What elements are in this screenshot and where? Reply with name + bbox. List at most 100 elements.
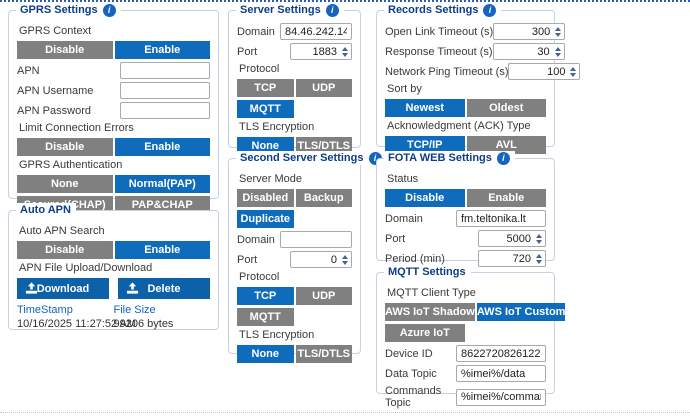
timestamp-label: TimeStamp [17,304,73,316]
second-protocol-label: Protocol [239,271,280,283]
commands-topic-input[interactable] [456,388,546,406]
ack-type-label: Acknowledgment (ACK) Type [387,120,531,132]
second-protocol-mqtt-button[interactable]: MQTT [237,308,294,326]
top-dotted-divider [0,0,690,2]
server-port-label: Port [237,45,258,58]
limit-connection-errors-toggle: Disable Enable [17,138,210,156]
server-mode-disabled-button[interactable]: Disabled [237,189,294,207]
bottom-dotted-divider [0,412,690,413]
second-port-label: Port [237,253,258,266]
network-ping-timeout-spinner[interactable]: 100 [508,63,581,80]
limit-connection-errors-label: Limit Connection Errors [19,122,134,134]
mqtt-client-row1: AWS IoT Shadow AWS IoT Custom [385,303,566,321]
second-tls-dtls-button[interactable]: TLS/DTLS [295,345,352,363]
sort-newest-button[interactable]: Newest [385,99,465,117]
apn-password-label: APN Password [17,104,91,117]
panel-fota-web-settings: FOTA WEB Settings i Status Disable Enabl… [376,151,555,267]
server-tls-dtls-button[interactable]: TLS/DTLS [295,137,352,155]
spinner-arrows-icon[interactable] [554,46,561,57]
fota-enable-button[interactable]: Enable [466,189,546,207]
server-tls-none-button[interactable]: None [237,137,294,155]
fota-port-value: 5000 [506,232,531,245]
sort-by-label: Sort by [387,83,422,95]
open-link-timeout-spinner[interactable]: 300 [493,23,566,40]
fota-port-spinner[interactable]: 5000 [478,230,546,247]
sort-oldest-button[interactable]: Oldest [466,99,546,117]
auth-normal-pap-button[interactable]: Normal(PAP) [114,175,210,193]
apn-username-input[interactable] [120,82,210,99]
spinner-arrows-icon[interactable] [536,253,542,264]
spinner-arrows-icon[interactable] [342,254,348,265]
download-button[interactable]: Download [17,278,109,299]
fota-port-label: Port [385,232,406,245]
fota-period-label: Period (min) [385,252,445,265]
open-link-timeout-label: Open Link Timeout (s) [385,25,494,38]
ack-avl-button[interactable]: AVL [466,136,546,154]
second-domain-input[interactable] [280,231,352,248]
server-protocol-row1: TCP UDP [237,79,352,97]
fota-domain-label: Domain [385,212,423,225]
auth-pap-chap-button[interactable]: PAP&CHAP [114,196,210,214]
fota-status-toggle: Disable Enable [385,189,546,207]
second-protocol-udp-button[interactable]: UDP [295,287,352,305]
device-id-input[interactable] [456,345,546,362]
second-tls-none-button[interactable]: None [237,345,294,363]
info-icon[interactable]: i [102,3,116,17]
mqtt-client-type-label: MQTT Client Type [387,287,476,299]
panel-server-title: Server Settings i [236,3,344,17]
panel-second-server-title: Second Server Settings i [236,151,387,165]
azure-iot-button[interactable]: Azure IoT [385,324,465,342]
auth-none-button[interactable]: None [17,175,113,193]
data-topic-input[interactable] [456,365,546,382]
response-timeout-value: 30 [537,45,550,58]
server-protocol-udp-button[interactable]: UDP [295,79,352,97]
server-mode-duplicate-button[interactable]: Duplicate [237,210,294,228]
second-protocol-tcp-button[interactable]: TCP [237,287,294,305]
spinner-arrows-icon[interactable] [555,26,562,37]
fota-period-spinner[interactable]: 720 [478,250,546,267]
server-protocol-mqtt-button[interactable]: MQTT [237,100,294,118]
ack-tcpip-button[interactable]: TCP/IP [385,136,465,154]
server-tls-toggle: None TLS/DTLS [237,137,352,155]
second-port-spinner[interactable]: 0 [290,251,352,268]
response-timeout-spinner[interactable]: 30 [492,43,565,60]
panel-auto-apn: Auto APN Auto APN Search Disable Enable … [8,203,219,330]
panel-mqtt-title: MQTT Settings [384,265,471,279]
delete-button[interactable]: Delete [118,278,210,299]
data-topic-label: Data Topic [385,367,437,380]
server-domain-input[interactable] [280,23,352,40]
aws-iot-custom-button[interactable]: AWS IoT Custom [476,303,566,321]
panel-mqtt-settings: MQTT Settings MQTT Client Type AWS IoT S… [376,265,566,409]
file-size-label: File Size [113,304,156,316]
spinner-arrows-icon[interactable] [536,233,542,244]
fota-domain-input[interactable] [456,210,546,227]
gprs-auth-row1: None Normal(PAP) [17,175,210,193]
limit-errors-enable-button[interactable]: Enable [114,138,210,156]
apn-password-input[interactable] [120,102,210,119]
info-icon[interactable]: i [325,3,339,17]
aws-iot-shadow-button[interactable]: AWS IoT Shadow [385,303,475,321]
server-protocol-tcp-button[interactable]: TCP [237,79,294,97]
auto-apn-disable-button[interactable]: Disable [17,241,113,259]
panel-title-text: MQTT Settings [388,266,466,278]
upload-tray-icon [126,282,139,294]
apn-label: APN [17,64,40,77]
auto-apn-enable-button[interactable]: Enable [114,241,210,259]
fota-disable-button[interactable]: Disable [385,189,465,207]
server-mode-row2: Duplicate [237,210,352,228]
spinner-arrows-icon[interactable] [570,66,577,77]
network-ping-timeout-label: Network Ping Timeout (s) [385,65,509,78]
apn-input[interactable] [120,62,210,79]
panel-gprs-title: GPRS Settings i [16,3,121,17]
gprs-context-label: GPRS Context [19,25,92,37]
gprs-context-disable-button[interactable]: Disable [17,41,113,59]
info-icon[interactable]: i [483,3,497,17]
spinner-arrows-icon[interactable] [342,46,348,57]
limit-errors-disable-button[interactable]: Disable [17,138,113,156]
mqtt-client-row2: Azure IoT [385,324,546,342]
info-icon[interactable]: i [496,151,510,165]
gprs-context-enable-button[interactable]: Enable [114,41,210,59]
server-port-spinner[interactable]: 1883 [290,43,352,60]
server-mode-backup-button[interactable]: Backup [295,189,352,207]
network-ping-timeout-value: 100 [547,65,566,78]
